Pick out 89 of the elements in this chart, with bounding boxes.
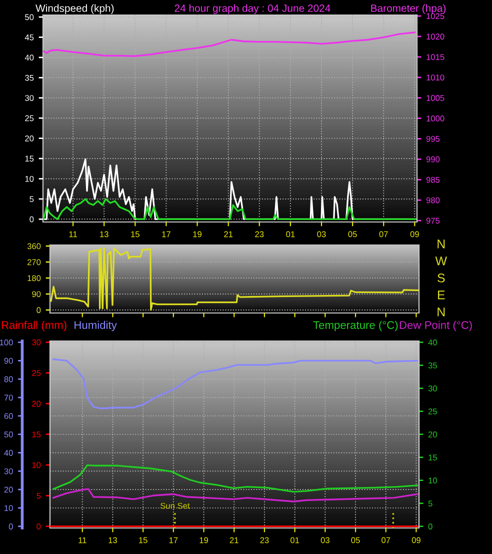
y-tick-label: 0 xyxy=(8,524,13,530)
line-series xyxy=(43,32,416,57)
x-tick-label: 15 xyxy=(139,537,148,544)
y2-axis-title: Barometer (hpa) xyxy=(371,4,446,14)
x-tick-label: 11 xyxy=(78,537,86,544)
text: E xyxy=(438,290,445,300)
x-tick-label: 01 xyxy=(290,537,300,544)
x-tick-label: 03 xyxy=(320,537,330,544)
y3-tick-label: 40 xyxy=(428,339,437,346)
y2-tick-label: 1025 xyxy=(426,13,444,20)
y3-tick-label: 5 xyxy=(428,500,432,506)
y-tick-label: 10 xyxy=(4,505,13,512)
y3-tick-label: 0 xyxy=(428,524,432,530)
text: Rainfall (mm) xyxy=(2,320,66,332)
chart-title: 24 hour graph day : 04 June 2024 xyxy=(174,4,330,14)
y-axis-title: Windspeed (kph) xyxy=(36,4,114,14)
y-tick-label: 90 xyxy=(32,291,41,298)
y-tick-label: 30 xyxy=(4,468,13,474)
x-tick-label: 03 xyxy=(317,231,326,238)
y-tick-label: 80 xyxy=(4,376,13,382)
y2-tick-label: 1000 xyxy=(426,115,444,122)
y-tick-label: 60 xyxy=(4,413,13,420)
text: S xyxy=(438,274,445,282)
y2-tick-label: 980 xyxy=(426,197,440,204)
text: N xyxy=(438,240,445,248)
text: N xyxy=(438,308,445,316)
y-tick-label: 20 xyxy=(4,486,13,493)
y2-tick-label: 1015 xyxy=(426,54,444,60)
x-tick-label: 13 xyxy=(100,231,108,238)
y-tick-label: 50 xyxy=(25,14,34,20)
x-tick-label: 17 xyxy=(162,231,170,238)
y2-tick-label: 995 xyxy=(426,136,440,142)
x-tick-label: 13 xyxy=(108,537,117,544)
line-series xyxy=(52,358,418,410)
y-tick-label: 100 xyxy=(0,339,13,346)
y-tick-label: 35 xyxy=(25,74,34,81)
x-tick-label: 15 xyxy=(131,231,140,238)
y-tick-label: 30 xyxy=(25,95,34,101)
ref-line-label: Sun Set xyxy=(160,502,190,509)
line-series xyxy=(52,488,418,502)
y2-tick-label: 1010 xyxy=(426,74,444,80)
x-tick-label: 07 xyxy=(382,537,390,544)
y-tick-label: 270 xyxy=(27,259,41,266)
x-tick-label: 05 xyxy=(348,231,357,238)
x-tick-label: 05 xyxy=(351,537,360,544)
y-tick-label: 40 xyxy=(4,450,13,456)
y-tick-label: 10 xyxy=(25,176,34,182)
x-tick-label: 07 xyxy=(379,231,388,238)
y-tick-label: 45 xyxy=(24,34,34,40)
y2-tick-label: 1005 xyxy=(426,95,444,101)
y-tick-label: 70 xyxy=(4,394,13,401)
x-tick-label: 09 xyxy=(412,537,420,544)
x-tick-label: 17 xyxy=(169,537,178,544)
y-tick-label: 25 xyxy=(25,115,34,122)
text: Humidity xyxy=(74,320,117,332)
y-tick-label: 20 xyxy=(25,136,34,142)
y3-tick-label: 15 xyxy=(428,454,437,460)
x-tick-label: 21 xyxy=(230,537,238,544)
x-tick-label: 23 xyxy=(255,231,264,238)
x-tick-label: 21 xyxy=(224,231,233,238)
y-tick-label: 50 xyxy=(4,432,13,438)
text: W xyxy=(435,256,447,266)
text: Dew Point (°C) xyxy=(400,320,472,332)
y2-tick-label: 990 xyxy=(426,156,440,162)
y-tick-label: 5 xyxy=(30,196,34,202)
y-tick-label: 360 xyxy=(27,243,41,250)
y-tick-label: 90 xyxy=(4,358,13,364)
y-tick-label: 180 xyxy=(28,275,41,282)
y-tick-label: 0 xyxy=(36,307,41,314)
x-tick-label: 09 xyxy=(410,231,419,238)
y3-tick-label: 30 xyxy=(428,386,437,392)
line-series xyxy=(43,198,417,220)
y3-tick-label: 35 xyxy=(428,362,437,368)
y-tick-label: 0 xyxy=(30,216,34,222)
x-tick-label: 19 xyxy=(200,537,208,544)
y2-tick-label: 985 xyxy=(426,176,440,183)
y-tick-label: 40 xyxy=(24,54,34,61)
x-tick-label: 01 xyxy=(286,231,295,238)
x-tick-label: 19 xyxy=(193,231,202,238)
text: Temperature (°C) xyxy=(313,320,398,332)
y2-tick-label: 975 xyxy=(426,218,440,224)
y2-tick-label: 1020 xyxy=(426,34,444,40)
y-tick-label: 15 xyxy=(25,156,34,162)
x-tick-label: 23 xyxy=(260,537,269,544)
y3-tick-label: 20 xyxy=(428,432,437,438)
y3-tick-label: 10 xyxy=(428,478,437,484)
y3-tick-label: 25 xyxy=(428,408,437,414)
line-series xyxy=(52,464,418,493)
x-tick-label: 11 xyxy=(69,231,77,238)
